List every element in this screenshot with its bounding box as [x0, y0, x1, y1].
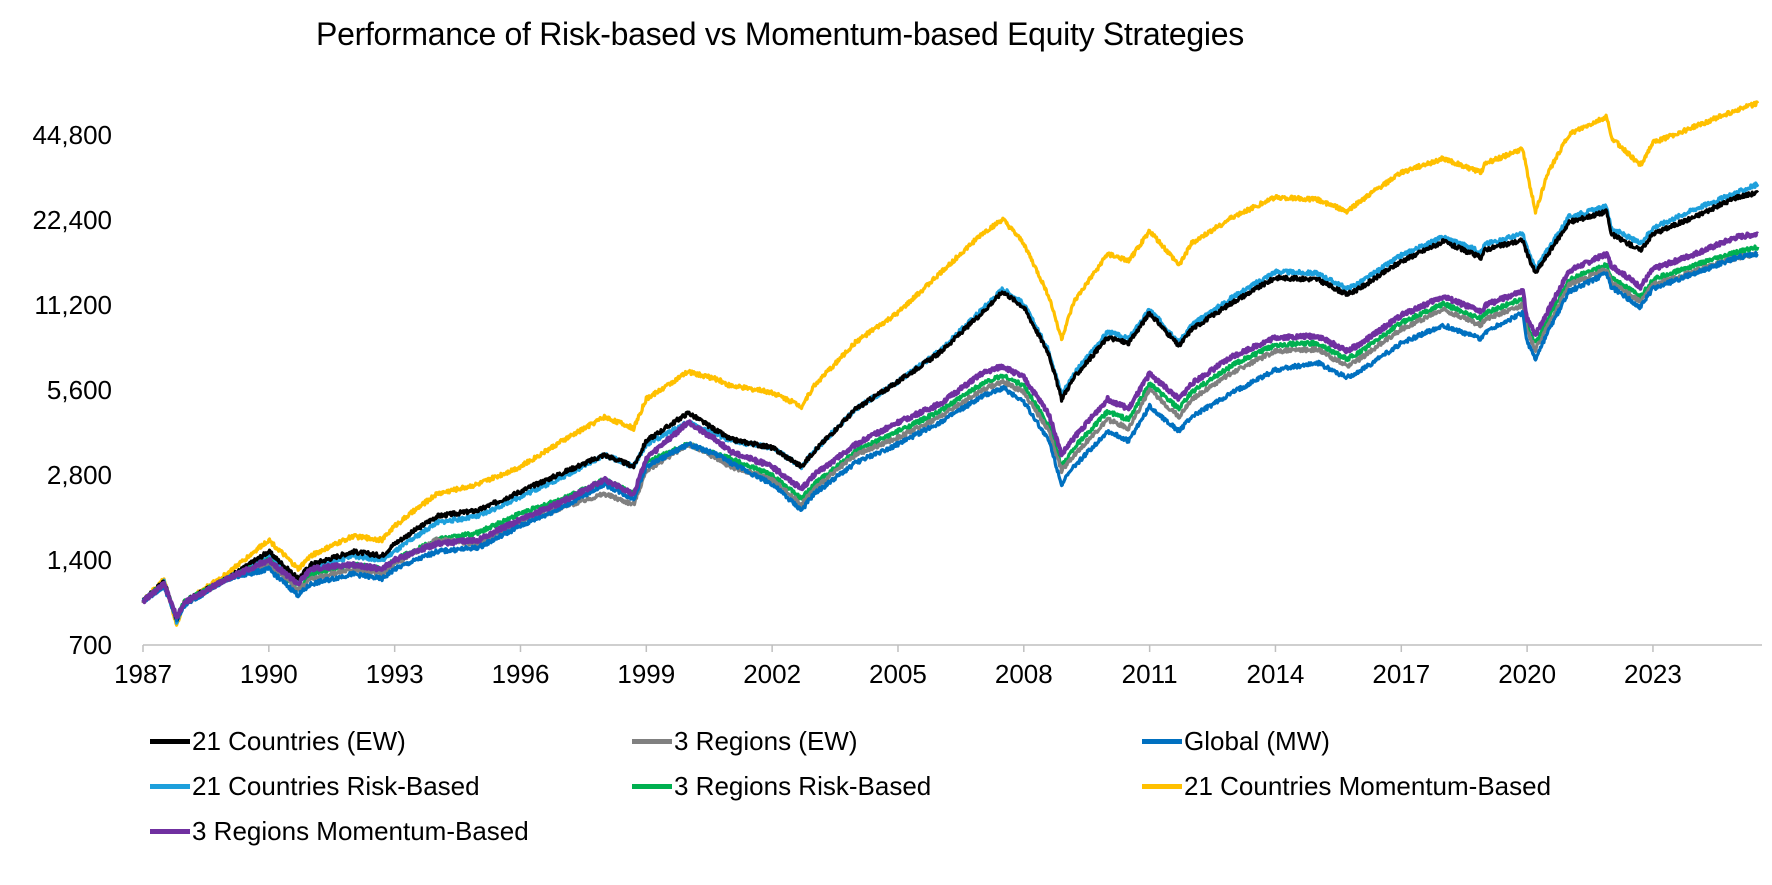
y-tick-label: 2,800 [47, 460, 112, 490]
legend-item: 3 Regions (EW) [632, 721, 858, 761]
legend-label: 3 Regions Momentum-Based [192, 815, 529, 846]
legend-swatch [632, 783, 672, 789]
x-tick-label: 2002 [743, 659, 801, 689]
x-tick-label: 2023 [1624, 659, 1682, 689]
y-tick-label: 44,800 [32, 120, 112, 150]
x-tick-label: 2005 [869, 659, 927, 689]
axis-layer: 1987 1990 1993 1996 1999 2002 2005 2008 2011 2014… [32, 120, 1762, 689]
chart-title: Performance of Risk-based vs Momentum-ba… [316, 16, 1244, 52]
x-tick-label: 2014 [1247, 659, 1305, 689]
series-line-21-countries-momentum-based [141, 100, 1760, 627]
legend-swatch [1142, 738, 1182, 744]
legend-item: 21 Countries Risk-Based [150, 766, 480, 806]
legend-label: 3 Regions Risk-Based [674, 770, 932, 801]
legend-swatch [632, 738, 672, 744]
y-tick-label: 11,200 [34, 290, 112, 320]
legend-item: 3 Regions Momentum-Based [150, 811, 529, 851]
legend-swatch [150, 828, 190, 834]
y-tick-label: 22,400 [32, 205, 112, 235]
x-tick-label: 2020 [1498, 659, 1556, 689]
y-tick-label: 5,600 [47, 375, 112, 405]
x-tick-label: 1999 [617, 659, 675, 689]
y-tick-label: 700 [69, 630, 112, 660]
x-tick-label: 1987 [114, 659, 172, 689]
x-tick-label: 2017 [1372, 659, 1430, 689]
x-tick-label: 2011 [1122, 659, 1178, 689]
x-tick-label: 2008 [995, 659, 1053, 689]
legend-label: 21 Countries Momentum-Based [1184, 770, 1552, 801]
legend-label: 21 Countries Risk-Based [192, 770, 480, 801]
legend-swatch [150, 738, 190, 744]
legend-swatch [1142, 783, 1182, 789]
x-tick-label: 1990 [240, 659, 298, 689]
legend-item: 21 Countries Momentum-Based [1142, 766, 1551, 806]
series-line-global-mw [141, 250, 1759, 623]
x-tick-label: 1996 [492, 659, 550, 689]
y-tick-label: 1,400 [47, 545, 112, 575]
x-tick-label: 1993 [366, 659, 424, 689]
legend-item: 3 Regions Risk-Based [632, 766, 931, 806]
series-line-21-countries-ew [141, 190, 1760, 622]
legend-label: 3 Regions (EW) [674, 725, 858, 756]
legend-label: Global (MW) [1184, 725, 1330, 756]
legend-item: Global (MW) [1142, 721, 1330, 761]
legend-swatch [150, 783, 190, 789]
series-layer [141, 100, 1760, 627]
series-line-3-regions-momentum-based [141, 231, 1760, 620]
legend-item: 21 Countries (EW) [150, 721, 406, 761]
legend-label: 21 Countries (EW) [192, 725, 406, 756]
